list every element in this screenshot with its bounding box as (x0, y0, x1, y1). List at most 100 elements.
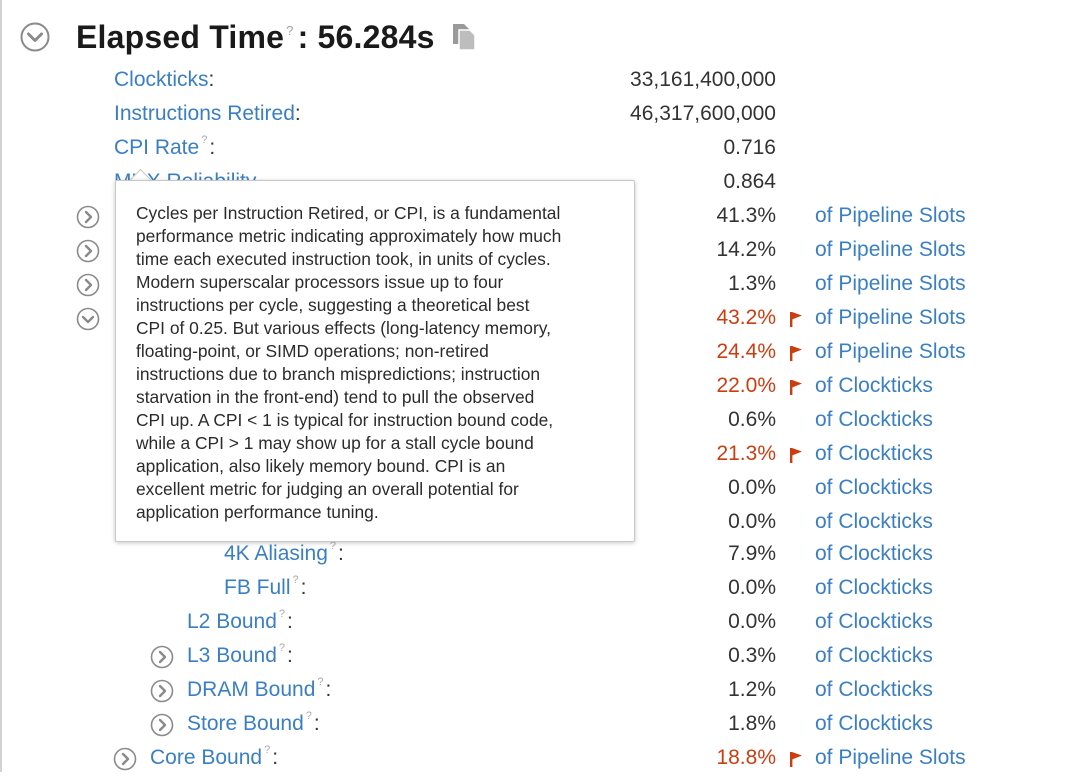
tree-unit-link[interactable]: of Pipeline Slots (815, 746, 966, 769)
instructions-retired-link[interactable]: Instructions Retired (114, 102, 295, 125)
tree-label-link[interactable]: Core Bound (150, 746, 263, 769)
metric-value: 1.3% (728, 272, 776, 295)
tree-row: FB Full?: 0.0% of Clockticks (0, 572, 1080, 606)
tooltip-text: Cycles per Instruction Retired, or CPI, … (136, 202, 614, 524)
title-text: Elapsed Time (76, 18, 285, 55)
expand-chevron-icon[interactable] (76, 273, 100, 297)
tree-value: 0.3% (728, 644, 776, 667)
metric-unit-link[interactable]: of Pipeline Slots (815, 272, 966, 295)
tree-label-link[interactable]: FB Full (224, 576, 291, 599)
colon: : (209, 136, 216, 159)
tree-row: Core Bound?: 18.8% of Pipeline Slots (0, 742, 1080, 776)
metric-unit-link[interactable]: of Clockticks (815, 510, 933, 533)
metric-unit-link[interactable]: of Pipeline Slots (815, 306, 966, 329)
metric-unit-link[interactable]: of Clockticks (815, 408, 933, 431)
tree-label-link[interactable]: 4K Aliasing (224, 542, 328, 565)
tree-row: DRAM Bound?: 1.2% of Clockticks (0, 674, 1080, 708)
expand-chevron-icon[interactable] (150, 679, 174, 703)
metric-unit-link[interactable]: of Pipeline Slots (815, 340, 966, 363)
metric-value: 41.3% (716, 204, 776, 227)
tree-label: Core Bound?: (150, 744, 278, 770)
cpi-rate-tooltip: Cycles per Instruction Retired, or CPI, … (115, 180, 635, 542)
metric-row-instructions-retired: Instructions Retired: 46,317,600,000 (0, 98, 1080, 132)
metric-unit-link[interactable]: of Pipeline Slots (815, 238, 966, 261)
metric-value: 24.4% (716, 340, 776, 363)
tree-label: Store Bound?: (187, 710, 320, 736)
collapse-chevron-icon[interactable] (76, 307, 100, 331)
tree-unit-link[interactable]: of Clockticks (815, 542, 933, 565)
tree-value: 7.9% (728, 542, 776, 565)
colon: : (287, 644, 293, 667)
help-icon[interactable]: ? (329, 540, 337, 552)
tree-label: 4K Aliasing?: (224, 540, 344, 566)
tree-unit-link[interactable]: of Clockticks (815, 576, 933, 599)
left-border (0, 0, 2, 772)
metric-row: 0.0% of Clockticks (0, 506, 1080, 540)
expand-chevron-icon[interactable] (113, 747, 137, 771)
cpi-rate-link[interactable]: CPI Rate (114, 136, 200, 159)
flag-icon (790, 312, 802, 327)
metric-row: 41.3% of Pipeline Slots (0, 200, 1080, 234)
copy-icon[interactable] (451, 22, 477, 52)
tree-label-link[interactable]: Store Bound (187, 712, 304, 735)
tree-value: 18.8% (716, 746, 776, 769)
tooltip-line: instructions per cycle, suggesting a the… (136, 295, 530, 315)
metric-row: 0.0% of Clockticks (0, 472, 1080, 506)
tooltip-line: CPI of 0.25. But various effects (long-l… (136, 318, 551, 338)
cpi-rate-value: 0.716 (723, 136, 776, 159)
elapsed-time-header: Elapsed Time ? : 56.284s (20, 14, 477, 60)
collapse-chevron-icon[interactable] (20, 22, 50, 52)
help-icon[interactable]: ? (305, 710, 312, 722)
metric-row: 21.3% of Clockticks (0, 438, 1080, 472)
metric-value: 14.2% (716, 238, 776, 261)
metric-row: 24.4% of Pipeline Slots (0, 336, 1080, 370)
tree-label-link[interactable]: DRAM Bound (187, 678, 316, 701)
tooltip-line: application, also likely memory bound. C… (136, 456, 506, 476)
tree-label: DRAM Bound?: (187, 676, 331, 702)
help-icon[interactable]: ? (286, 22, 294, 38)
tree-row: L3 Bound?: 0.3% of Clockticks (0, 640, 1080, 674)
flag-icon (790, 752, 802, 767)
tree-value: 1.2% (728, 678, 776, 701)
tooltip-line: performance metric indicating approximat… (136, 226, 562, 246)
tree-unit-link[interactable]: of Clockticks (815, 610, 933, 633)
tree-label-link[interactable]: L2 Bound (187, 610, 277, 633)
mux-reliability-value: 0.864 (723, 170, 776, 193)
metric-unit-link[interactable]: of Clockticks (815, 374, 933, 397)
colon: : (300, 576, 307, 599)
metric-unit-link[interactable]: of Clockticks (815, 442, 933, 465)
expand-chevron-icon[interactable] (76, 205, 100, 229)
help-icon[interactable]: ? (278, 608, 286, 620)
metric-unit-link[interactable]: of Clockticks (815, 476, 933, 499)
elapsed-time-value: 56.284s (317, 18, 435, 55)
metric-value: 43.2% (716, 306, 776, 329)
help-icon[interactable]: ? (264, 744, 271, 756)
tree-unit-link[interactable]: of Clockticks (815, 644, 933, 667)
tree-unit-link[interactable]: of Clockticks (815, 678, 933, 701)
tooltip-line: excellent metric for judging an overall … (136, 479, 519, 499)
tree-label: FB Full?: (224, 574, 307, 600)
expand-chevron-icon[interactable] (150, 645, 174, 669)
colon: : (287, 610, 293, 633)
metric-unit-link[interactable]: of Pipeline Slots (815, 204, 966, 227)
page-title: Elapsed Time ? : 56.284s (76, 19, 435, 56)
tooltip-line: Modern superscalar processors issue up t… (136, 272, 504, 292)
help-icon[interactable]: ? (278, 642, 286, 654)
tree-value: 0.0% (728, 610, 776, 633)
metric-row: 1.3% of Pipeline Slots (0, 268, 1080, 302)
metric-row: 43.2% of Pipeline Slots (0, 302, 1080, 336)
colon: : (313, 712, 320, 735)
metric-row-clockticks: Clockticks: 33,161,400,000 (0, 64, 1080, 98)
help-icon[interactable]: ? (317, 676, 324, 688)
tree-label-link[interactable]: L3 Bound (187, 644, 277, 667)
expand-chevron-icon[interactable] (150, 713, 174, 737)
help-icon[interactable]: ? (292, 574, 299, 586)
metric-value: 22.0% (716, 374, 776, 397)
clockticks-link[interactable]: Clockticks (114, 68, 209, 91)
tree-unit-link[interactable]: of Clockticks (815, 712, 933, 735)
flag-icon (790, 380, 802, 395)
help-icon[interactable]: ? (201, 134, 208, 146)
expand-chevron-icon[interactable] (76, 239, 100, 263)
metric-value: 0.6% (728, 408, 776, 431)
metric-row: 22.0% of Clockticks (0, 370, 1080, 404)
